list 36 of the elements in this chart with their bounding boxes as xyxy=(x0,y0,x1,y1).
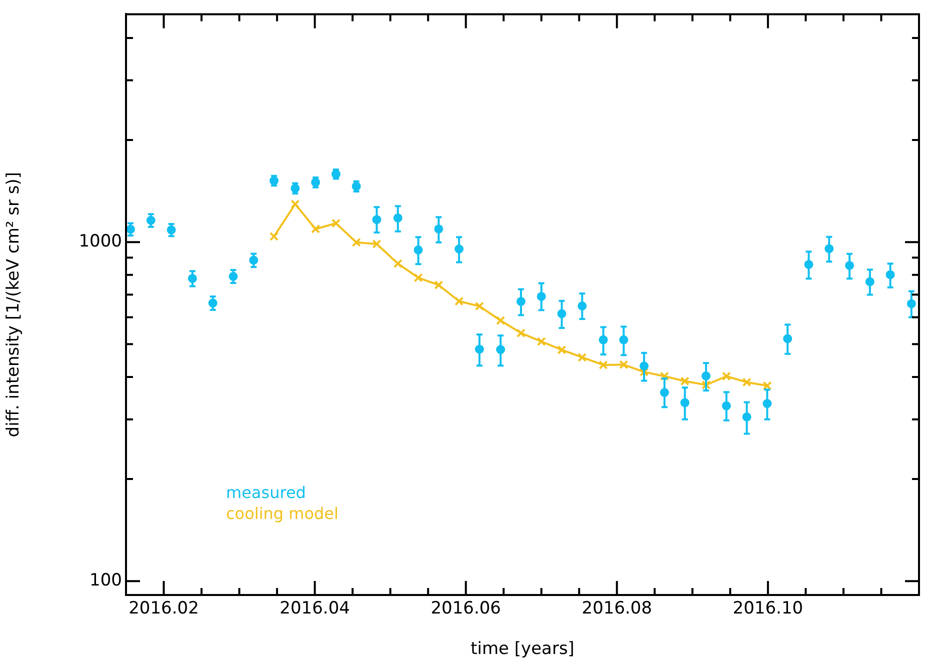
point xyxy=(516,328,526,338)
point xyxy=(722,372,731,381)
x-tick-label: 2016.04 xyxy=(280,598,350,619)
y-tick-label: 100 xyxy=(90,570,122,591)
point xyxy=(701,380,711,390)
point xyxy=(598,360,608,370)
point xyxy=(742,378,752,387)
point xyxy=(578,352,587,362)
y-tick-label: 1000 xyxy=(78,231,122,252)
text: cooling model xyxy=(226,504,338,524)
point xyxy=(269,232,279,241)
x-tick-label: 2016.10 xyxy=(732,598,804,619)
point xyxy=(680,376,690,386)
point xyxy=(311,224,320,234)
point xyxy=(557,345,566,354)
point xyxy=(619,360,628,370)
point xyxy=(640,367,649,376)
x-axis-title: time [years] xyxy=(470,639,574,660)
point xyxy=(393,259,402,268)
point xyxy=(660,372,670,381)
x-tick-label: 2016.06 xyxy=(430,598,502,619)
text: measured xyxy=(226,483,306,502)
y-axis-title: diff. intensity [1/(keV cm² sr s)] xyxy=(4,172,24,438)
point xyxy=(496,316,506,326)
point xyxy=(434,280,444,290)
x-tick-label: 2016.08 xyxy=(582,598,652,619)
point xyxy=(474,302,484,311)
point xyxy=(454,296,464,306)
point xyxy=(372,239,382,249)
point xyxy=(290,200,300,209)
point xyxy=(414,273,423,282)
point xyxy=(331,218,340,228)
point xyxy=(762,381,772,390)
point xyxy=(536,336,546,346)
point xyxy=(352,238,361,247)
x-tick-label: 2016.02 xyxy=(128,598,199,619)
